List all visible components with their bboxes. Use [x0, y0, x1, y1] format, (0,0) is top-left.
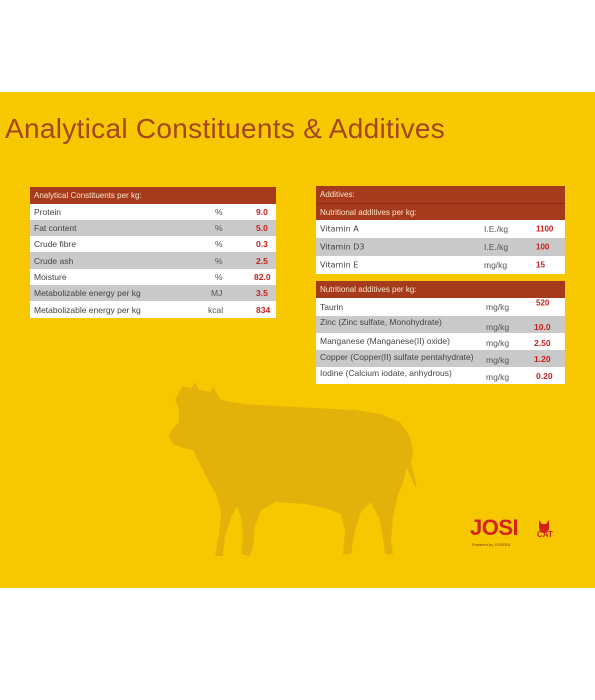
row-label: Vitamin D3: [320, 242, 365, 252]
additives-header: Additives:: [316, 186, 565, 203]
row-unit: MJ: [211, 288, 223, 298]
vitamins-group: Vitamin A I.E./kg 1100 Vitamin D3 I.E./k…: [316, 220, 565, 274]
row-value: 15: [536, 260, 545, 270]
row-label: Copper (Copper(II) sulfate pentahydrate): [320, 351, 474, 362]
table-row: Zinc (Zinc sulfate, Monohydrate) mg/kg 1…: [316, 316, 565, 333]
row-label: Manganese (Manganese(II) oxide): [320, 335, 450, 346]
row-value: 1.20: [534, 353, 551, 364]
row-value: 9.0: [256, 207, 268, 217]
row-unit: mg/kg: [486, 372, 510, 383]
table-row: Metabolizable energy per kg kcal 834: [30, 301, 276, 318]
table-row: Moisture % 82.0: [30, 269, 276, 285]
row-unit: %: [215, 223, 223, 233]
row-value: 0.20: [536, 371, 553, 382]
row-value: 1100: [536, 224, 554, 234]
cow-icon: [169, 382, 417, 556]
row-label: Moisture: [34, 272, 67, 282]
row-value: 834: [256, 304, 271, 315]
row-value: 2.50: [534, 338, 551, 349]
row-label: Vitamin E: [320, 260, 359, 270]
row-value: 0.3: [256, 239, 268, 249]
row-label: Zinc (Zinc sulfate, Monohydrate): [320, 316, 442, 327]
row-value: 100: [536, 242, 550, 252]
minerals-group: Taurin mg/kg 520 Zinc (Zinc sulfate, Mon…: [316, 298, 565, 384]
table-row: Taurin mg/kg 520: [316, 298, 565, 316]
page-title: Analytical Constituents & Additives: [5, 113, 446, 144]
nutritional-header: Nutritional additives per kg:: [316, 203, 565, 220]
row-value: 82.0: [254, 272, 271, 282]
row-label: Crude ash: [34, 255, 74, 266]
row-unit: kcal: [208, 304, 224, 315]
row-value: 2.5: [256, 255, 268, 266]
table-row: Manganese (Manganese(II) oxide) mg/kg 2.…: [316, 333, 565, 350]
row-label: Protein: [34, 207, 61, 217]
row-unit: mg/kg: [484, 260, 508, 270]
table-row: Metabolizable energy per kg MJ 3.5: [30, 285, 276, 301]
row-unit: mg/kg: [486, 322, 510, 333]
row-unit: mg/kg: [486, 302, 510, 312]
brand-name: JOSI: [470, 515, 519, 540]
row-unit: I.E./kg: [484, 224, 509, 234]
row-label: Metabolizable energy per kg: [34, 304, 141, 315]
table-row: Crude fibre % 0.3: [30, 236, 276, 252]
analytical-header: Analytical Constituents per kg:: [30, 187, 276, 204]
table-row: Vitamin D3 I.E./kg 100: [316, 238, 565, 256]
table-row: Copper (Copper(II) sulfate pentahydrate)…: [316, 350, 565, 367]
row-value: 10.0: [534, 322, 551, 333]
row-label: Iodine (Calcium iodate, anhydrous): [320, 367, 452, 378]
table-row: Crude ash % 2.5: [30, 252, 276, 269]
table-row: Protein % 9.0: [30, 204, 276, 220]
brand-sub: CAT: [537, 530, 553, 539]
row-value: 3.5: [256, 288, 268, 298]
row-label: Crude fibre: [34, 239, 77, 249]
analytical-constituents-table: Analytical Constituents per kg: Protein …: [30, 187, 276, 318]
additives-table: Additives: Nutritional additives per kg:…: [316, 186, 565, 384]
row-unit: %: [215, 255, 223, 266]
row-label: Vitamin A: [320, 224, 359, 234]
brand-logo: JOSI CAT Powered by JOSERA: [470, 515, 553, 547]
table-row: Iodine (Calcium iodate, anhydrous) mg/kg…: [316, 367, 565, 384]
nutritional-header-2: Nutritional additives per kg:: [316, 281, 565, 298]
table-row: Vitamin E mg/kg 15: [316, 256, 565, 274]
row-label: Taurin: [320, 302, 344, 312]
row-unit: %: [215, 207, 223, 217]
row-value: 5.0: [256, 223, 268, 233]
row-label: Fat content: [34, 223, 77, 233]
row-unit: %: [215, 239, 223, 249]
row-unit: I.E./kg: [484, 242, 509, 252]
row-unit: %: [215, 272, 223, 282]
row-unit: mg/kg: [486, 338, 510, 349]
table-row: Fat content % 5.0: [30, 220, 276, 236]
row-label: Metabolizable energy per kg: [34, 288, 141, 298]
brand-byline: Powered by JOSERA: [472, 542, 511, 547]
table-row: Vitamin A I.E./kg 1100: [316, 220, 565, 238]
row-unit: mg/kg: [486, 355, 510, 366]
cat-icon: [539, 520, 549, 533]
row-value: 520: [536, 298, 550, 308]
